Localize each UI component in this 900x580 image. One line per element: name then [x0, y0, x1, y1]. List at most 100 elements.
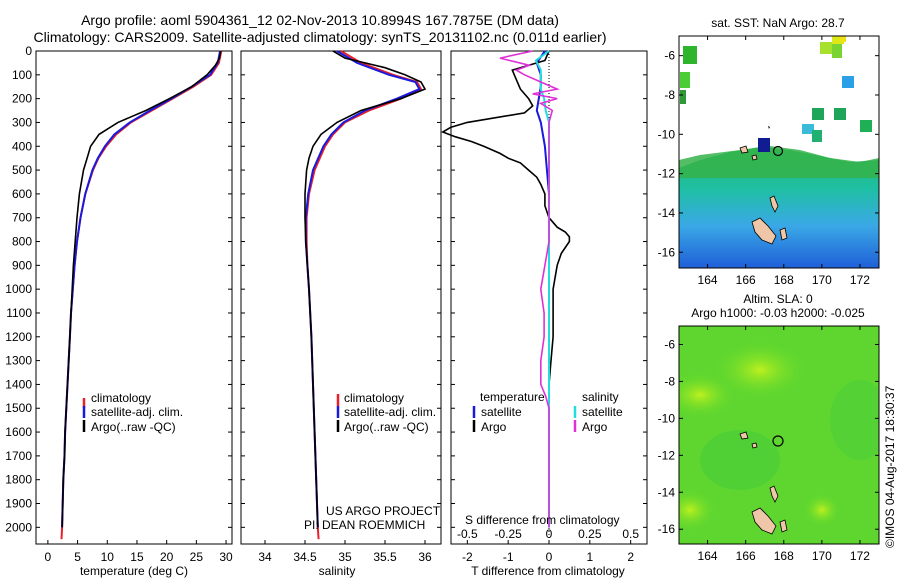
- s-difference-label: S difference from climatology: [465, 513, 620, 527]
- sst-pixel: [812, 130, 822, 142]
- salinity-x-label: salinity: [319, 564, 356, 578]
- island: [751, 217, 777, 245]
- legend-s-satellite-label: satellite: [582, 405, 623, 419]
- legend-t-argo-label: Argo: [481, 420, 507, 434]
- temperature-x-label: temperature (deg C): [80, 564, 188, 578]
- salinity-depth-ticks: [241, 50, 441, 528]
- x-tick-label: 25: [190, 550, 204, 564]
- sst-pixel: [680, 90, 686, 104]
- map-x-tick-label: 172: [850, 549, 870, 563]
- series-s-argo: [499, 50, 560, 528]
- island: [751, 507, 777, 535]
- sst-map-title: sat. SST: NaN Argo: 28.7: [711, 16, 845, 30]
- sst-pixel: [842, 76, 854, 88]
- salinity-panel: 34 34.5 35 35.5 36 salinity climatology sate…: [240, 50, 442, 578]
- legend-s-argo-label: Argo: [582, 420, 608, 434]
- depth-tick-label: 1400: [5, 377, 32, 391]
- depth-tick-label: 1900: [5, 497, 32, 511]
- legend-argo-label: Argo(..raw -QC): [344, 420, 429, 434]
- depth-tick-label: 1700: [5, 449, 32, 463]
- salinity-profiles: [304, 50, 427, 540]
- sst-pixel: [820, 42, 832, 54]
- depth-tick-label: 1200: [5, 330, 32, 344]
- map-x-tick-label: 166: [736, 549, 756, 563]
- temperature-axes-frame: [35, 50, 233, 545]
- s-tick-label: -0.25: [494, 527, 522, 541]
- sst-pixel: [680, 72, 690, 88]
- series-argo: [304, 50, 427, 528]
- depth-tick-label: 0: [25, 44, 32, 58]
- map-y-tick-label: -12: [658, 448, 676, 462]
- sla-blob: [804, 494, 840, 526]
- x-tick-label: 30: [219, 550, 233, 564]
- map-x-tick-label: 168: [774, 549, 794, 563]
- salinity-axes-frame: [240, 50, 442, 545]
- x-tick-label: 1: [586, 550, 593, 564]
- map-x-tick-label: 164: [698, 273, 718, 287]
- legend-salinity-heading: salinity: [582, 390, 619, 404]
- depth-tick-label: 800: [12, 235, 32, 249]
- map-y-tick-label: -10: [658, 411, 676, 425]
- x-tick-label: 10: [101, 550, 115, 564]
- sst-map: sat. SST: NaN Argo: 28.7: [658, 16, 880, 287]
- depth-tick-label: 600: [12, 187, 32, 201]
- island: [779, 227, 788, 241]
- sla-map: Altim. SLA: 0 Argo h1000: -0.03 h2000: -…: [658, 292, 880, 563]
- legend-climatology-label: climatology: [344, 391, 404, 405]
- x-tick-label: -2: [462, 550, 473, 564]
- map-x-tick-label: 164: [698, 549, 718, 563]
- sla-map-title-1: Altim. SLA: 0: [743, 292, 813, 306]
- depth-axis: 0 100 200 300 400 500 600 700 800 900 1000 1100 1200…: [5, 44, 232, 534]
- x-tick-label: 35: [338, 550, 352, 564]
- island: [779, 519, 788, 533]
- salinity-legend: climatology satellite-adj. clim. Argo(..…: [336, 391, 436, 434]
- x-tick-label: 0: [45, 550, 52, 564]
- map-x-tick-label: 172: [850, 273, 870, 287]
- imos-timestamp: ©IMOS 04-Aug-2017 18:30:37: [883, 385, 897, 548]
- legend-climatology-label: climatology: [91, 391, 151, 405]
- sla-blob: [679, 373, 735, 417]
- depth-tick-label: 1300: [5, 354, 32, 368]
- sla-blob: [679, 490, 715, 530]
- map-y-tick-label: -10: [658, 127, 676, 141]
- depth-tick-label: 300: [12, 115, 32, 129]
- island: [769, 195, 779, 213]
- sst-pixel: [758, 138, 770, 152]
- legend-temperature-heading: temperature: [480, 390, 545, 404]
- sst-pixel: [832, 36, 844, 44]
- sst-swath-edge: [679, 146, 879, 178]
- x-tick-label: 34.5: [293, 550, 317, 564]
- map-y-tick-label: -6: [664, 337, 675, 351]
- t-difference-label: T difference from climatology: [471, 564, 625, 578]
- sla-anomaly-blobs: [679, 342, 879, 535]
- island: [739, 145, 749, 154]
- depth-tick-label: 500: [12, 163, 32, 177]
- figure-title-line-1: Argo profile: aoml 5904361_12 02-Nov-201…: [81, 12, 559, 28]
- map-x-tick-label: 170: [812, 549, 832, 563]
- sla-map-axes: 164 166 168 170 172 -6 -8 -10 -12 -14 -16: [658, 326, 879, 563]
- temperature-legend: climatology satellite-adj. clim. Argo(..…: [82, 391, 183, 434]
- temperature-profiles: [60, 50, 223, 540]
- salinity-x-axis: 34 34.5 35 35.5 36: [258, 540, 432, 564]
- legend-satellite-label: satellite-adj. clim.: [91, 405, 183, 419]
- map-x-tick-label: 170: [812, 273, 832, 287]
- legend-argo-label: Argo(..raw -QC): [91, 420, 176, 434]
- map-y-tick-label: -6: [664, 49, 675, 63]
- temperature-panel: 0100200300400500600700800900100011001200…: [5, 44, 233, 578]
- difference-depth-ticks: [451, 50, 647, 528]
- x-tick-label: 34: [258, 550, 272, 564]
- s-tick-label: 0.5: [622, 527, 639, 541]
- map-x-tick-label: 168: [774, 273, 794, 287]
- island: [751, 442, 758, 449]
- map-y-tick-label: -16: [658, 245, 676, 259]
- depth-tick-label: 700: [12, 211, 32, 225]
- map-y-tick-label: -12: [658, 167, 676, 181]
- sst-pixel: [812, 108, 824, 120]
- sst-field: [679, 36, 879, 268]
- island: [769, 485, 779, 503]
- figure-title-line-2: Climatology: CARS2009. Satellite-adjuste…: [33, 29, 607, 45]
- depth-tick-label: 2000: [5, 520, 32, 534]
- sst-pixel: [834, 108, 846, 120]
